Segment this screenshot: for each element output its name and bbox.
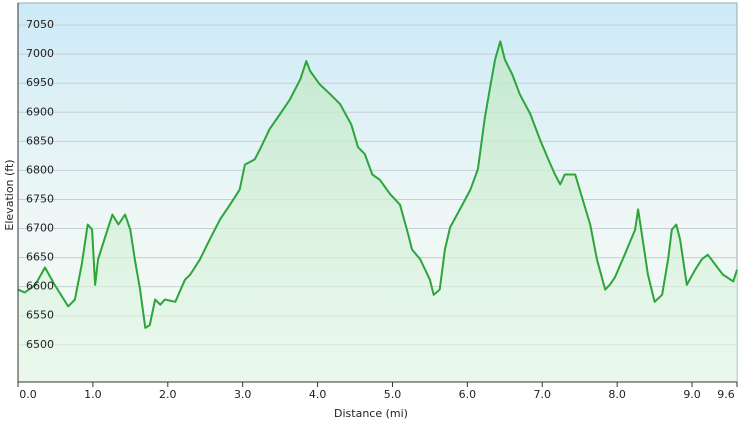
y-tick-label: 7000 xyxy=(26,47,54,60)
x-tick-label: 0.0 xyxy=(19,388,37,401)
y-tick-label: 7050 xyxy=(26,18,54,31)
x-tick-label: 2.0 xyxy=(159,388,177,401)
x-tick-label: 1.0 xyxy=(84,388,102,401)
elevation-area xyxy=(18,41,737,383)
y-tick-label: 6600 xyxy=(26,280,54,293)
elevation-line xyxy=(17,40,738,329)
x-tick-label: 9.0 xyxy=(683,388,701,401)
x-tick-label: 7.0 xyxy=(534,388,552,401)
y-tick-label: 6500 xyxy=(26,338,54,351)
x-tick-label: 4.0 xyxy=(309,388,327,401)
y-tick-label: 6800 xyxy=(26,163,54,176)
y-tick-label: 6950 xyxy=(26,76,54,89)
x-tick-label: 3.0 xyxy=(234,388,252,401)
x-tick-label: 5.0 xyxy=(384,388,402,401)
y-tick-label: 6700 xyxy=(26,222,54,235)
x-tick-label: 9.6 xyxy=(717,388,735,401)
y-tick-label: 6650 xyxy=(26,251,54,264)
x-tick-label: 6.0 xyxy=(459,388,477,401)
y-axis-title: Elevation (ft) xyxy=(3,159,16,230)
x-tick-label: 8.0 xyxy=(608,388,626,401)
y-tick-label: 6850 xyxy=(26,134,54,147)
y-tick-label: 6550 xyxy=(26,309,54,322)
y-tick-label: 6750 xyxy=(26,192,54,205)
y-tick-label: 6900 xyxy=(26,105,54,118)
x-axis-title: Distance (mi) xyxy=(334,407,408,420)
